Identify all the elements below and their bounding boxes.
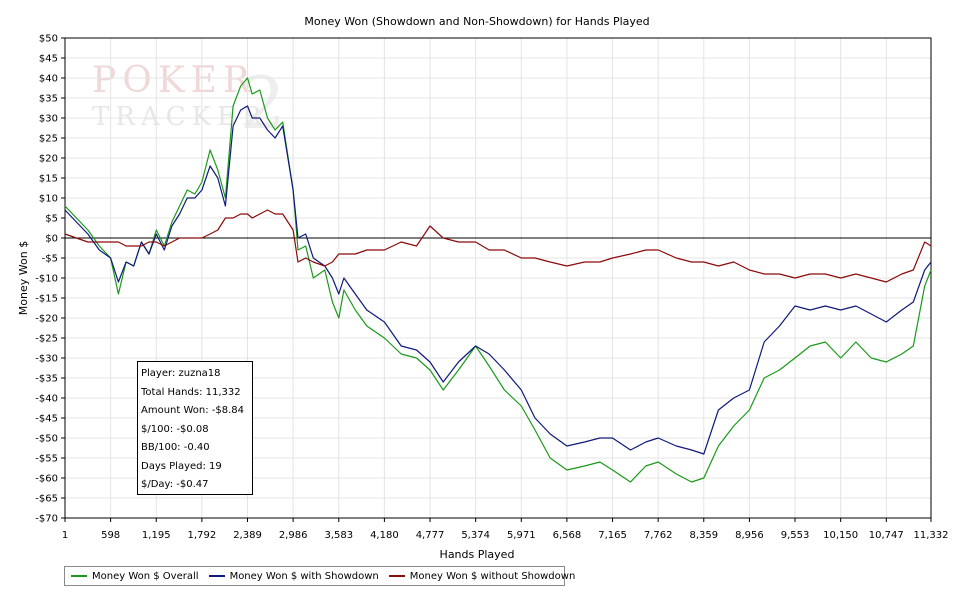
grid-lines xyxy=(64,37,932,519)
x-tick-label: 6,568 xyxy=(553,530,582,541)
x-tick-label: 8,956 xyxy=(735,530,764,541)
legend-label-with-showdown: Money Won $ with Showdown xyxy=(229,570,379,582)
series-with-showdown-line xyxy=(64,105,932,455)
y-tick-label: -$50 xyxy=(35,434,58,445)
x-tick-label: 598 xyxy=(101,530,120,541)
x-tick-label: 2,986 xyxy=(279,530,308,541)
y-tick-label: $15 xyxy=(39,174,58,185)
x-tick-label: 5,374 xyxy=(461,530,490,541)
poker-tracker-watermark: POKER TRACKER 2 xyxy=(92,60,286,145)
y-tick-label: $5 xyxy=(45,214,58,225)
y-tick-label: $20 xyxy=(39,154,58,165)
stats-amount-won: Amount Won: -$8.84 xyxy=(141,405,245,416)
y-tick-label: $30 xyxy=(39,114,58,125)
legend-swatch-with-showdown xyxy=(208,575,225,577)
x-tick-label: 3,583 xyxy=(324,530,353,541)
y-tick-label: $50 xyxy=(39,34,58,45)
stats-total-hands: Total Hands: 11,332 xyxy=(141,386,241,398)
legend-item-with-showdown: Money Won $ with Showdown xyxy=(208,570,379,582)
y-axis-ticks: $50 $45 $40 $35 $30 $25 $20 $15 $10 $5 $0 -$5 -$10 -$… xyxy=(35,34,65,525)
x-tick-label: 1,792 xyxy=(188,530,217,541)
stats-per-100: $/100: -$0.08 xyxy=(141,423,209,435)
x-axis-ticks: 1 598 1,195 1,792 2,389 2,986 3,583 4,180 4,777 5… xyxy=(62,518,949,541)
stats-days-played: Days Played: 19 xyxy=(141,460,222,472)
y-tick-label: $40 xyxy=(39,74,58,85)
y-tick-label: $45 xyxy=(39,54,58,65)
x-tick-label: 10,747 xyxy=(869,530,904,541)
y-tick-label: $35 xyxy=(39,94,58,105)
y-tick-label: -$25 xyxy=(35,334,58,345)
y-tick-label: $25 xyxy=(39,134,58,145)
series-layer xyxy=(64,77,932,483)
stats-player: Player: zuzna18 xyxy=(141,368,221,379)
x-tick-label: 10,150 xyxy=(823,530,858,541)
legend-item-overall: Money Won $ Overall xyxy=(71,571,199,582)
chart-title: Money Won (Showdown and Non-Showdown) fo… xyxy=(304,15,649,28)
chart-legend: Money Won $ Overall Money Won $ with Sho… xyxy=(64,566,575,586)
y-tick-label: -$70 xyxy=(35,514,58,525)
y-tick-label: -$10 xyxy=(35,274,58,285)
legend-label-without-showdown: Money Won $ without Showdown xyxy=(409,570,576,582)
y-tick-label: $0 xyxy=(45,234,58,245)
y-tick-label: -$45 xyxy=(35,414,58,425)
y-tick-label: -$60 xyxy=(35,474,58,485)
legend-item-without-showdown: Money Won $ without Showdown xyxy=(388,570,576,582)
legend-swatch-without-showdown xyxy=(388,575,405,577)
series-without-showdown-line xyxy=(64,209,932,283)
x-tick-label: 9,553 xyxy=(781,530,810,541)
x-tick-label: 8,359 xyxy=(689,530,718,541)
y-tick-label: -$5 xyxy=(42,254,58,265)
y-tick-label: -$30 xyxy=(35,354,58,365)
stats-box: Player: zuzna18 Total Hands: 11,332 Amou… xyxy=(137,361,253,495)
stats-per-day: $/Day: -$0.47 xyxy=(141,479,209,490)
stats-bb-100: BB/100: -0.40 xyxy=(141,442,210,453)
x-tick-label: 1,195 xyxy=(142,530,171,541)
x-tick-label: 1 xyxy=(62,530,68,541)
x-axis-label: Hands Played xyxy=(440,548,515,561)
y-tick-label: -$35 xyxy=(35,374,58,385)
x-tick-label: 7,165 xyxy=(598,530,627,541)
x-tick-label: 5,971 xyxy=(507,530,536,541)
y-tick-label: -$65 xyxy=(35,494,58,505)
y-tick-label: $10 xyxy=(39,194,58,205)
x-tick-label: 7,762 xyxy=(644,530,673,541)
y-tick-label: -$15 xyxy=(35,294,58,305)
x-tick-label: 2,389 xyxy=(233,530,262,541)
y-tick-label: -$40 xyxy=(35,394,58,405)
y-tick-label: -$20 xyxy=(35,314,58,325)
watermark-line1: POKER xyxy=(92,60,256,101)
legend-label-overall: Money Won $ Overall xyxy=(92,570,199,582)
y-tick-label: -$55 xyxy=(35,454,58,465)
series-overall-line xyxy=(64,77,932,483)
x-tick-label: 11,332 xyxy=(914,530,949,541)
y-axis-label: Money Won $ xyxy=(17,241,30,315)
x-tick-label: 4,180 xyxy=(370,530,399,541)
x-tick-label: 4,777 xyxy=(416,530,445,541)
legend-swatch-overall xyxy=(71,575,87,577)
